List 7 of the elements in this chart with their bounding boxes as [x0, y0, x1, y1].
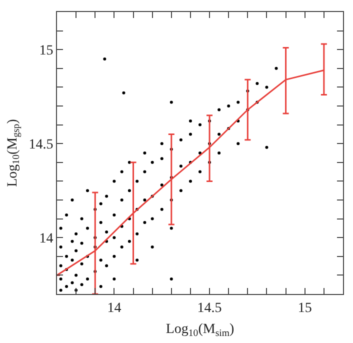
x-tick-label: 14 — [107, 300, 122, 316]
x-tick-label: 14.5 — [197, 300, 222, 316]
x-tick-label: 15 — [298, 300, 312, 316]
y-tick-label: 14 — [39, 232, 54, 246]
y-tick-label: 15 — [39, 44, 54, 58]
y-tick-label: 14.5 — [28, 138, 54, 152]
x-axis-title: Log$_{10}$(M$_{sim}$) — [166, 322, 234, 340]
